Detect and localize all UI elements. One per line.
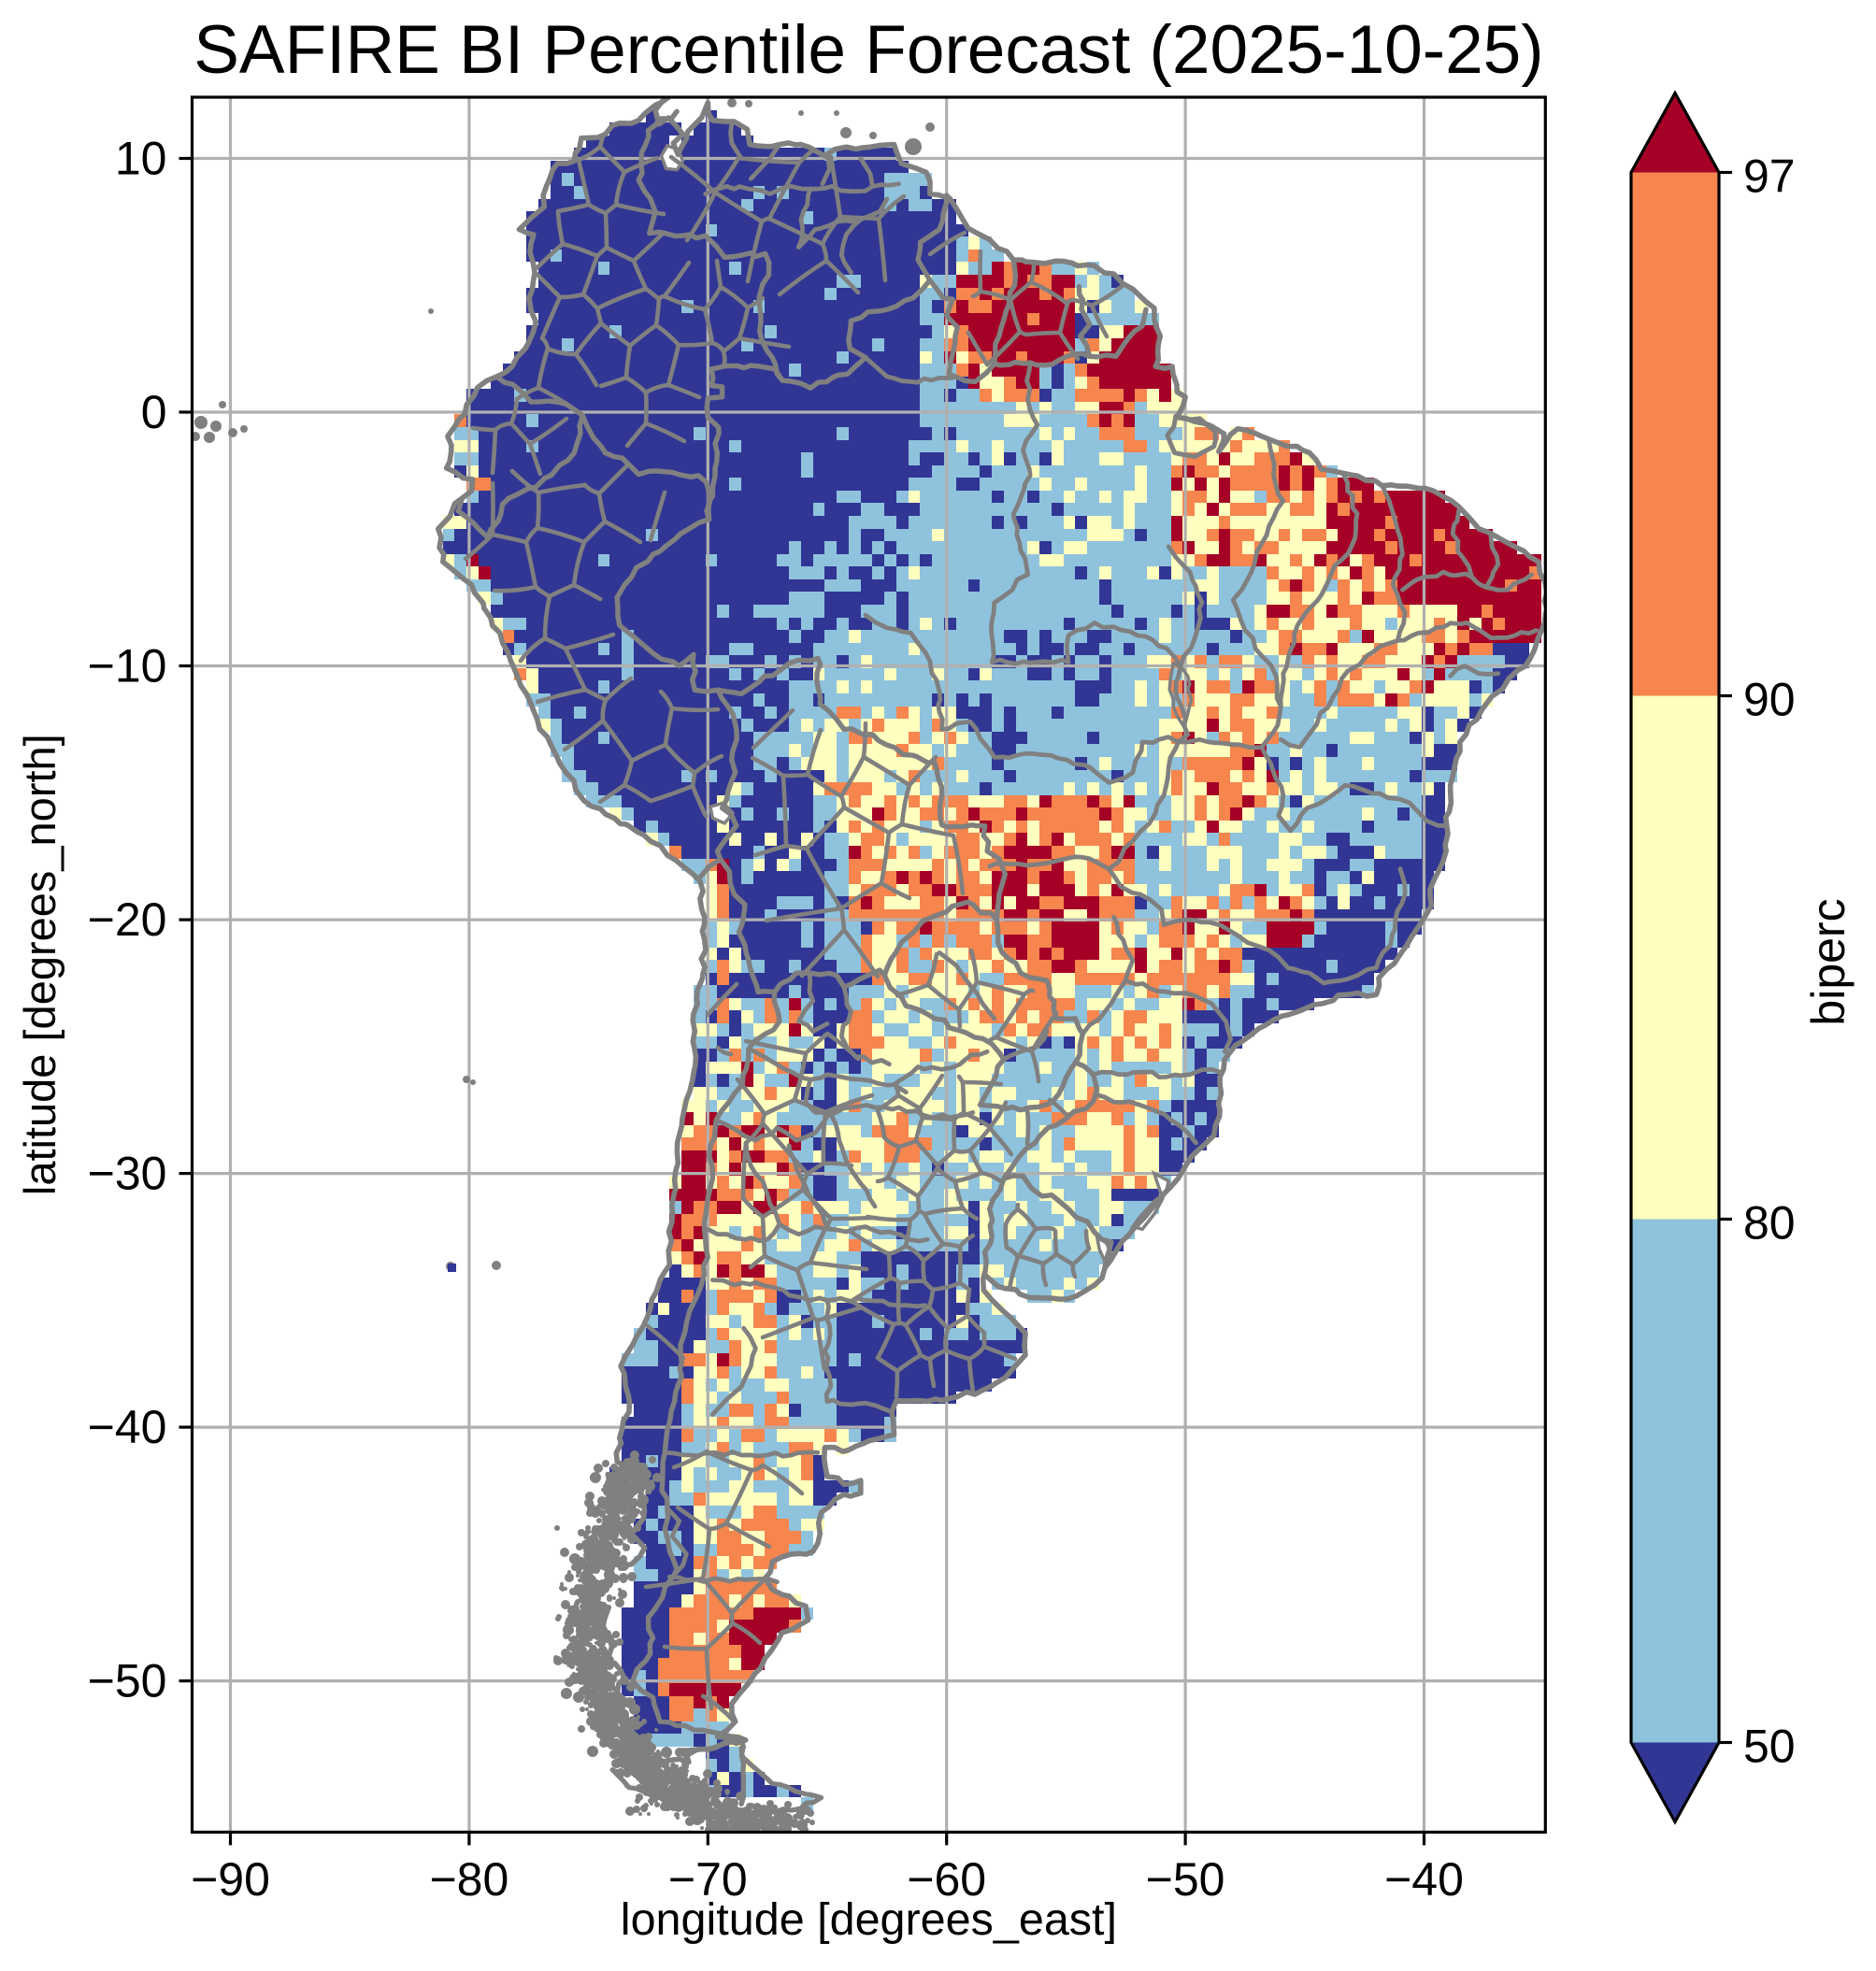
svg-text:0: 0 (141, 386, 167, 438)
svg-text:−50: −50 (1146, 1853, 1225, 1906)
svg-text:−40: −40 (88, 1401, 167, 1453)
svg-text:−90: −90 (191, 1853, 270, 1906)
svg-text:90: 90 (1743, 674, 1796, 726)
svg-text:SAFIRE BI Percentile Forecast: SAFIRE BI Percentile Forecast (2025-10-2… (193, 12, 1543, 88)
svg-text:−10: −10 (88, 640, 167, 693)
svg-text:−80: −80 (429, 1853, 508, 1906)
svg-text:latitude [degrees_north]: latitude [degrees_north] (15, 734, 64, 1195)
svg-text:longitude [degrees_east]: longitude [degrees_east] (621, 1894, 1117, 1945)
svg-text:97: 97 (1743, 150, 1796, 203)
svg-text:−40: −40 (1384, 1853, 1464, 1906)
svg-text:−20: −20 (88, 893, 167, 946)
svg-text:80: 80 (1743, 1197, 1796, 1250)
svg-text:10: 10 (115, 133, 167, 185)
svg-text:−30: −30 (88, 1148, 167, 1200)
svg-text:−50: −50 (88, 1655, 167, 1707)
svg-text:biperc: biperc (1802, 898, 1855, 1025)
svg-text:−60: −60 (907, 1853, 986, 1906)
svg-text:50: 50 (1743, 1721, 1796, 1773)
svg-text:−70: −70 (668, 1853, 748, 1906)
